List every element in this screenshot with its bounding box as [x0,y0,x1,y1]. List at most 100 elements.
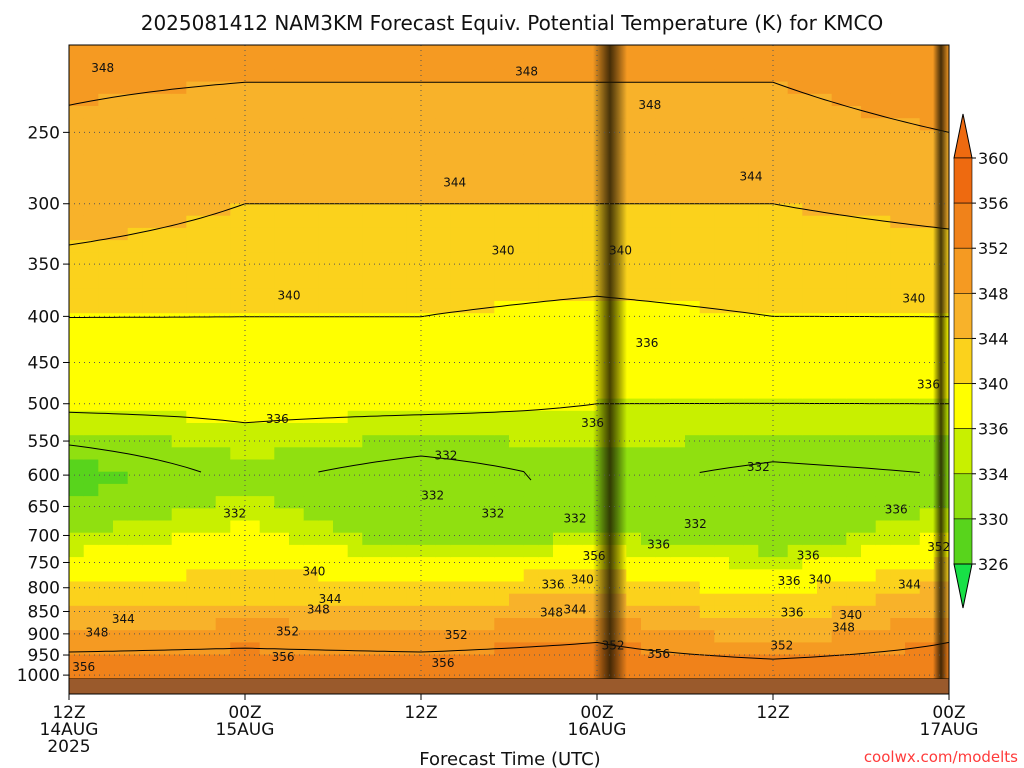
heat-cell [406,215,422,229]
heat-cell [289,142,305,156]
heat-cell [171,179,187,192]
heat-cell [450,374,466,387]
heat-cell [861,435,877,448]
contour-340 [69,295,949,318]
heat-cell [230,520,246,534]
heat-cell [333,654,349,668]
heat-cell [685,654,701,668]
heat-cell [377,264,393,278]
heat-cell [391,642,407,656]
heat-cell [230,642,246,656]
heat-cell [83,301,99,314]
heat-cell [787,618,803,631]
colorbar-tick-label: 326 [978,555,1009,574]
heat-cell [450,154,466,168]
heat-cell [758,264,774,278]
heat-cell [127,471,143,485]
heat-cell [157,203,173,217]
heat-cell [406,605,422,619]
heat-cell [465,191,481,205]
heat-cell [98,423,114,436]
heat-cell [655,81,671,95]
heat-cell [347,142,363,156]
heat-cell [538,288,554,302]
heat-cell [421,435,437,448]
heat-cell [685,471,701,485]
heat-cell [274,69,290,83]
heat-cell [274,398,290,412]
heat-cell [538,496,554,509]
heat-cell [215,581,231,595]
heat-cell [347,337,363,351]
heat-cell [435,496,451,509]
heat-cell [729,605,745,619]
heat-cell [406,398,422,412]
heat-cell [127,666,143,679]
heat-cell [831,337,847,351]
heat-cell [171,557,187,570]
heat-cell [787,130,803,144]
heat-cell [186,57,202,70]
heat-cell [274,362,290,375]
heat-cell [245,605,261,619]
heat-cell [479,142,495,156]
heat-cell [347,288,363,302]
heat-cell [98,532,114,546]
heat-cell [890,69,906,83]
heat-cell [333,81,349,95]
heat-cell [333,215,349,229]
heat-cell [245,362,261,375]
heat-cell [479,252,495,266]
heat-cell [494,374,510,387]
heat-cell [523,264,539,278]
heat-cell [817,544,833,558]
heat-cell [406,423,422,436]
heat-cell [303,435,319,448]
heat-cell [846,374,862,387]
heat-cell [919,520,935,534]
heat-cell [333,471,349,485]
x-tick-label: 15AUG [216,720,275,740]
heat-cell [69,215,85,229]
heat-cell [494,557,510,570]
heat-cell [831,532,847,546]
heat-cell [318,374,334,387]
heat-cell [523,520,539,534]
heat-cell [69,544,85,558]
heat-cell [523,69,539,83]
heat-cell [846,288,862,302]
heat-cell [113,581,129,595]
heat-cell [406,166,422,180]
heat-cell [919,483,935,497]
heat-cell [289,593,305,607]
heat-cell [538,227,554,241]
heat-cell [787,508,803,522]
heat-cell [362,557,378,570]
heat-cell [538,252,554,266]
heat-cell [215,362,231,375]
heat-cell [758,544,774,558]
heat-cell [245,130,261,144]
heat-cell [450,215,466,229]
heat-cell [98,605,114,619]
heat-cell [846,557,862,570]
heat-cell [391,654,407,668]
heat-cell [787,93,803,107]
heat-cell [289,81,305,95]
heat-cell [113,386,129,400]
heat-cell [142,252,158,266]
heat-cell [479,581,495,595]
heat-cell [347,496,363,509]
heat-cell [655,471,671,485]
heat-cell [494,520,510,534]
heat-cell [567,154,583,168]
heat-cell [641,374,657,387]
heat-cell [538,215,554,229]
heat-cell [465,386,481,400]
heat-cell [699,179,715,192]
heat-cell [333,106,349,119]
heat-cell [787,483,803,497]
heat-cell [450,69,466,83]
heat-cell [758,581,774,595]
heat-cell [685,410,701,424]
